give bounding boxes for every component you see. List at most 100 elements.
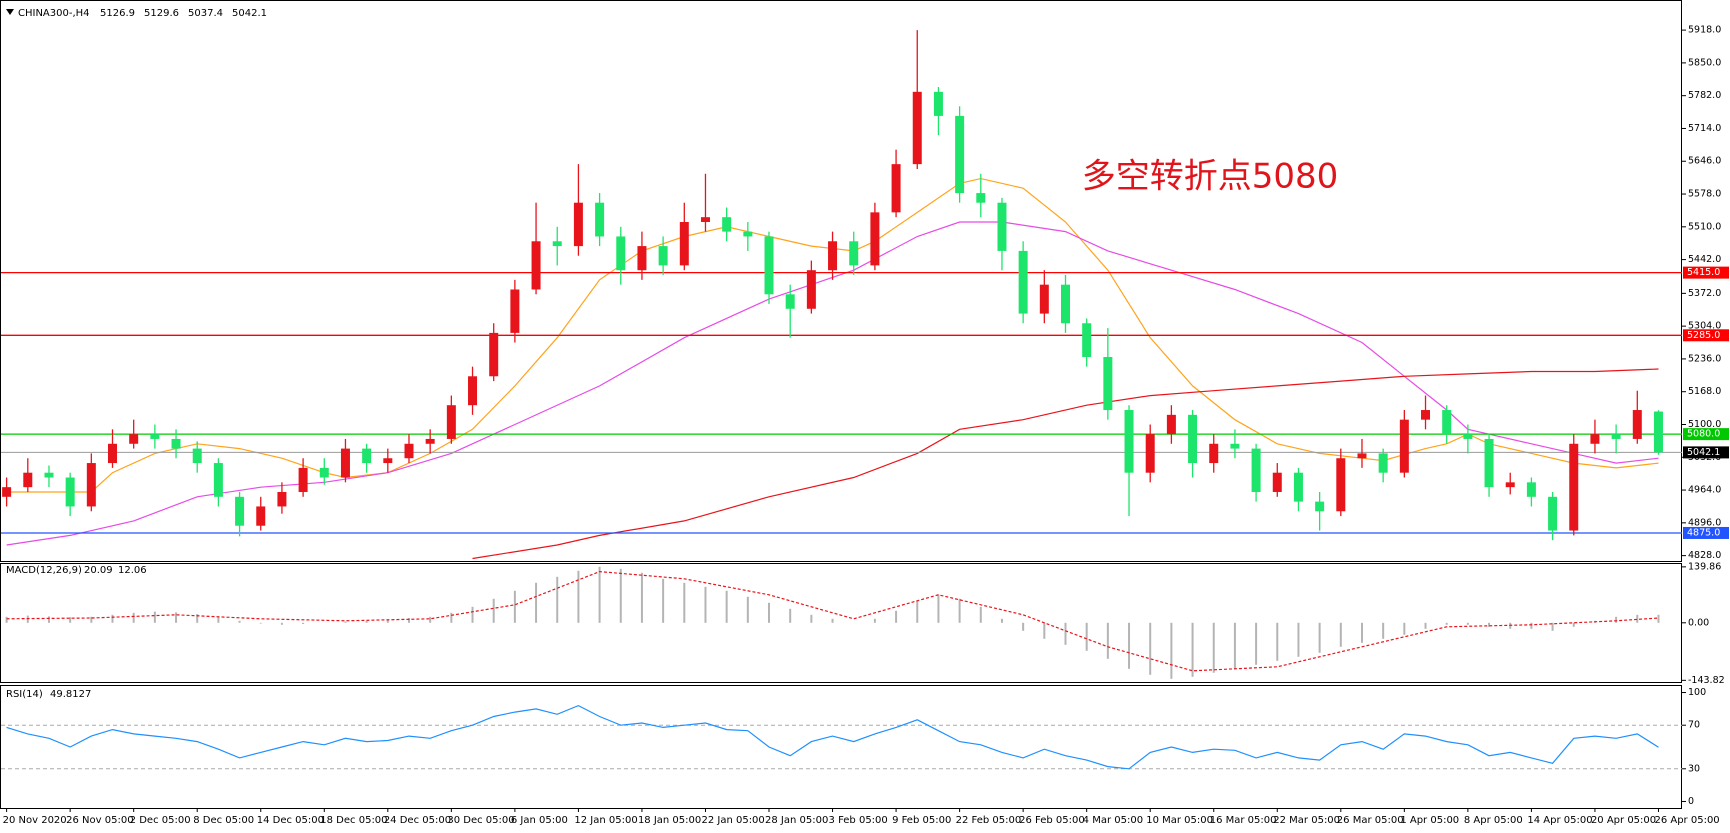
x-tick-label: 10 Mar 05:00: [1146, 815, 1213, 826]
candle-body: [1145, 434, 1155, 473]
candle-body: [213, 463, 223, 497]
x-tick-label: 30 Dec 05:00: [447, 815, 514, 826]
candle-body: [1421, 410, 1431, 420]
candle-body: [1378, 453, 1388, 473]
x-tick-label: 22 Jan 05:00: [701, 815, 764, 826]
candle-body: [1653, 411, 1663, 453]
level-tag: [1683, 329, 1729, 342]
header-value: 5037.4: [188, 8, 223, 19]
candle-body: [616, 236, 626, 271]
x-tick-label: 4 Mar 05:00: [1083, 815, 1143, 826]
rsi-line: [6, 704, 1659, 770]
candle-body: [44, 472, 54, 478]
candle-body: [722, 217, 732, 232]
y-tick-label: 5510.0: [1688, 221, 1721, 232]
x-tick-label: 20 Nov 2020: [3, 815, 67, 826]
candle-body: [129, 434, 139, 444]
candle-body: [1442, 410, 1452, 435]
candle-body: [510, 289, 520, 333]
x-tick-label: 26 Feb 05:00: [1019, 815, 1085, 826]
x-tick-label: 2 Dec 05:00: [130, 815, 191, 826]
y-tick-label: 0.00: [1688, 617, 1709, 628]
candle-body: [573, 202, 583, 247]
macd-panel: [0, 563, 1682, 683]
candle-body: [1188, 414, 1198, 464]
candle-body: [1124, 410, 1134, 473]
candle-body: [256, 506, 266, 526]
x-tick-label: 14 Dec 05:00: [257, 815, 324, 826]
last-price-label: 5042.1: [1687, 447, 1720, 458]
x-tick-label: 24 Dec 05:00: [384, 815, 451, 826]
candle-body: [235, 496, 245, 526]
candle-body: [997, 202, 1007, 251]
y-tick-label: 100: [1688, 687, 1706, 698]
x-tick-label: 28 Jan 05:00: [765, 815, 828, 826]
y-tick-label: 0: [1688, 796, 1694, 807]
candle-body: [108, 443, 118, 464]
rsi-value: 49.8127: [50, 689, 91, 700]
candle-body: [912, 91, 922, 165]
candle-body: [192, 448, 202, 464]
candle-body: [933, 91, 943, 116]
candle-body: [489, 332, 499, 377]
candle-body: [362, 448, 372, 464]
candle-body: [319, 467, 329, 478]
candle-body: [150, 434, 160, 439]
moving-average: [472, 368, 1659, 560]
candle-body: [65, 477, 75, 507]
candle-body: [2, 487, 12, 497]
macd-value: 12.06: [118, 565, 147, 576]
x-tick-label: 18 Dec 05:00: [320, 815, 387, 826]
y-tick-label: 5850.0: [1688, 57, 1721, 68]
level-label: 5285.0: [1687, 330, 1720, 341]
candle-body: [531, 241, 541, 290]
candle-body: [658, 246, 668, 266]
candle-body: [637, 246, 647, 271]
x-tick-label: 9 Feb 05:00: [892, 815, 951, 826]
candle-body: [1272, 472, 1282, 492]
rsi-label: RSI(14): [6, 689, 43, 700]
candle-body: [1505, 482, 1515, 488]
candle-body: [1166, 414, 1176, 435]
candle-body: [340, 448, 350, 478]
candle-body: [1548, 496, 1558, 531]
last-price-tag: [1683, 446, 1729, 459]
candle-body: [1590, 434, 1600, 444]
level-tag: [1683, 526, 1729, 539]
candle-body: [1632, 410, 1642, 439]
x-tick-label: 3 Feb 05:00: [829, 815, 888, 826]
candle-body: [806, 270, 816, 309]
x-tick-label: 6 Jan 05:00: [511, 815, 568, 826]
x-tick-label: 22 Feb 05:00: [956, 815, 1022, 826]
level-label: 4875.0: [1687, 527, 1720, 538]
x-tick-label: 8 Dec 05:00: [193, 815, 254, 826]
macd-label: MACD(12,26,9): [6, 565, 82, 576]
candle-body: [1060, 284, 1070, 324]
candle-body: [764, 236, 774, 295]
candle-body: [700, 217, 710, 222]
macd-value: 20.09: [84, 565, 113, 576]
candle-body: [1018, 250, 1028, 314]
x-tick-label: 22 Mar 05:00: [1273, 815, 1340, 826]
candle-body: [383, 458, 393, 464]
x-tick-label: 26 Mar 05:00: [1337, 815, 1404, 826]
candle-body: [955, 115, 965, 194]
candle-body: [1357, 453, 1367, 459]
symbol: CHINA300-,H4: [18, 8, 90, 19]
collapse-icon: [6, 9, 14, 15]
y-tick-label: 5442.0: [1688, 254, 1721, 265]
y-tick-label: 4828.0: [1688, 550, 1721, 561]
x-tick-label: 16 Mar 05:00: [1210, 815, 1277, 826]
candle-body: [1251, 448, 1261, 492]
candle-body: [23, 472, 33, 488]
x-tick-label: 8 Apr 05:00: [1464, 815, 1523, 826]
y-tick-label: 30: [1688, 763, 1700, 774]
candle-body: [552, 241, 562, 247]
y-tick-label: 5304.0: [1688, 321, 1721, 332]
candle-body: [446, 405, 456, 439]
candle-body: [891, 164, 901, 213]
y-tick-label: 5236.0: [1688, 353, 1721, 364]
candle-body: [1336, 458, 1346, 512]
macd-signal: [6, 570, 1659, 672]
